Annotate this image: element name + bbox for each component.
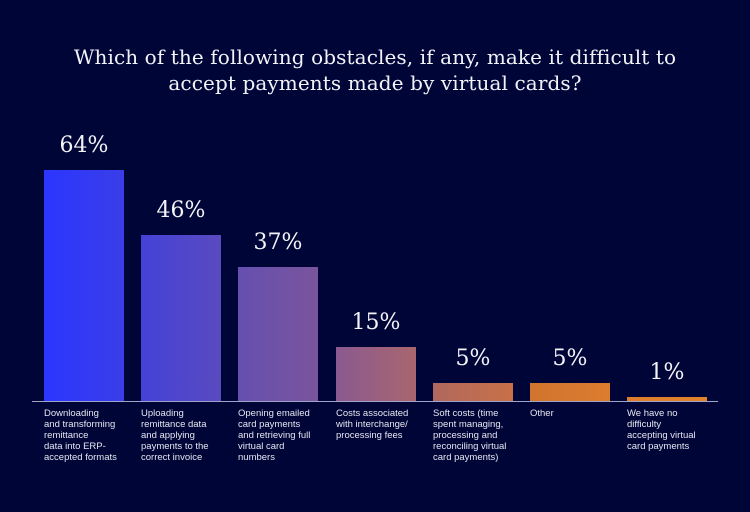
- category-label: Soft costs (time spent managing, process…: [433, 408, 507, 463]
- value-label: 46%: [156, 198, 206, 223]
- bar-downloading-transforming: [44, 170, 124, 401]
- chart-title-line-1: Which of the following obstacles, if any…: [73, 45, 677, 69]
- value-label: 15%: [351, 310, 401, 335]
- bar-interchange-costs: [336, 347, 416, 401]
- value-label: 1%: [649, 360, 685, 385]
- category-label: Costs associated with interchange/ proce…: [336, 408, 409, 441]
- category-label: Opening emailed card payments and retrie…: [238, 408, 311, 463]
- chart-title: Which of the following obstacles, if any…: [0, 44, 750, 96]
- category-label: Downloading and transforming remittance …: [44, 408, 117, 463]
- category-label: Other: [530, 408, 554, 419]
- bar-uploading-applying: [141, 235, 221, 401]
- value-label: 64%: [59, 133, 109, 158]
- bar-soft-costs: [433, 383, 513, 401]
- bar-opening-emailed: [238, 267, 318, 401]
- value-label: 37%: [253, 230, 303, 255]
- value-label: 5%: [455, 346, 491, 371]
- x-axis-baseline: [32, 401, 718, 402]
- chart-title-line-2: accept payments made by virtual cards?: [168, 71, 582, 95]
- value-label: 5%: [552, 346, 588, 371]
- category-label: We have no difficulty accepting virtual …: [627, 408, 696, 452]
- category-label: Uploading remittance data and applying p…: [141, 408, 209, 463]
- bar-no-difficulty: [627, 397, 707, 401]
- bar-other: [530, 383, 610, 401]
